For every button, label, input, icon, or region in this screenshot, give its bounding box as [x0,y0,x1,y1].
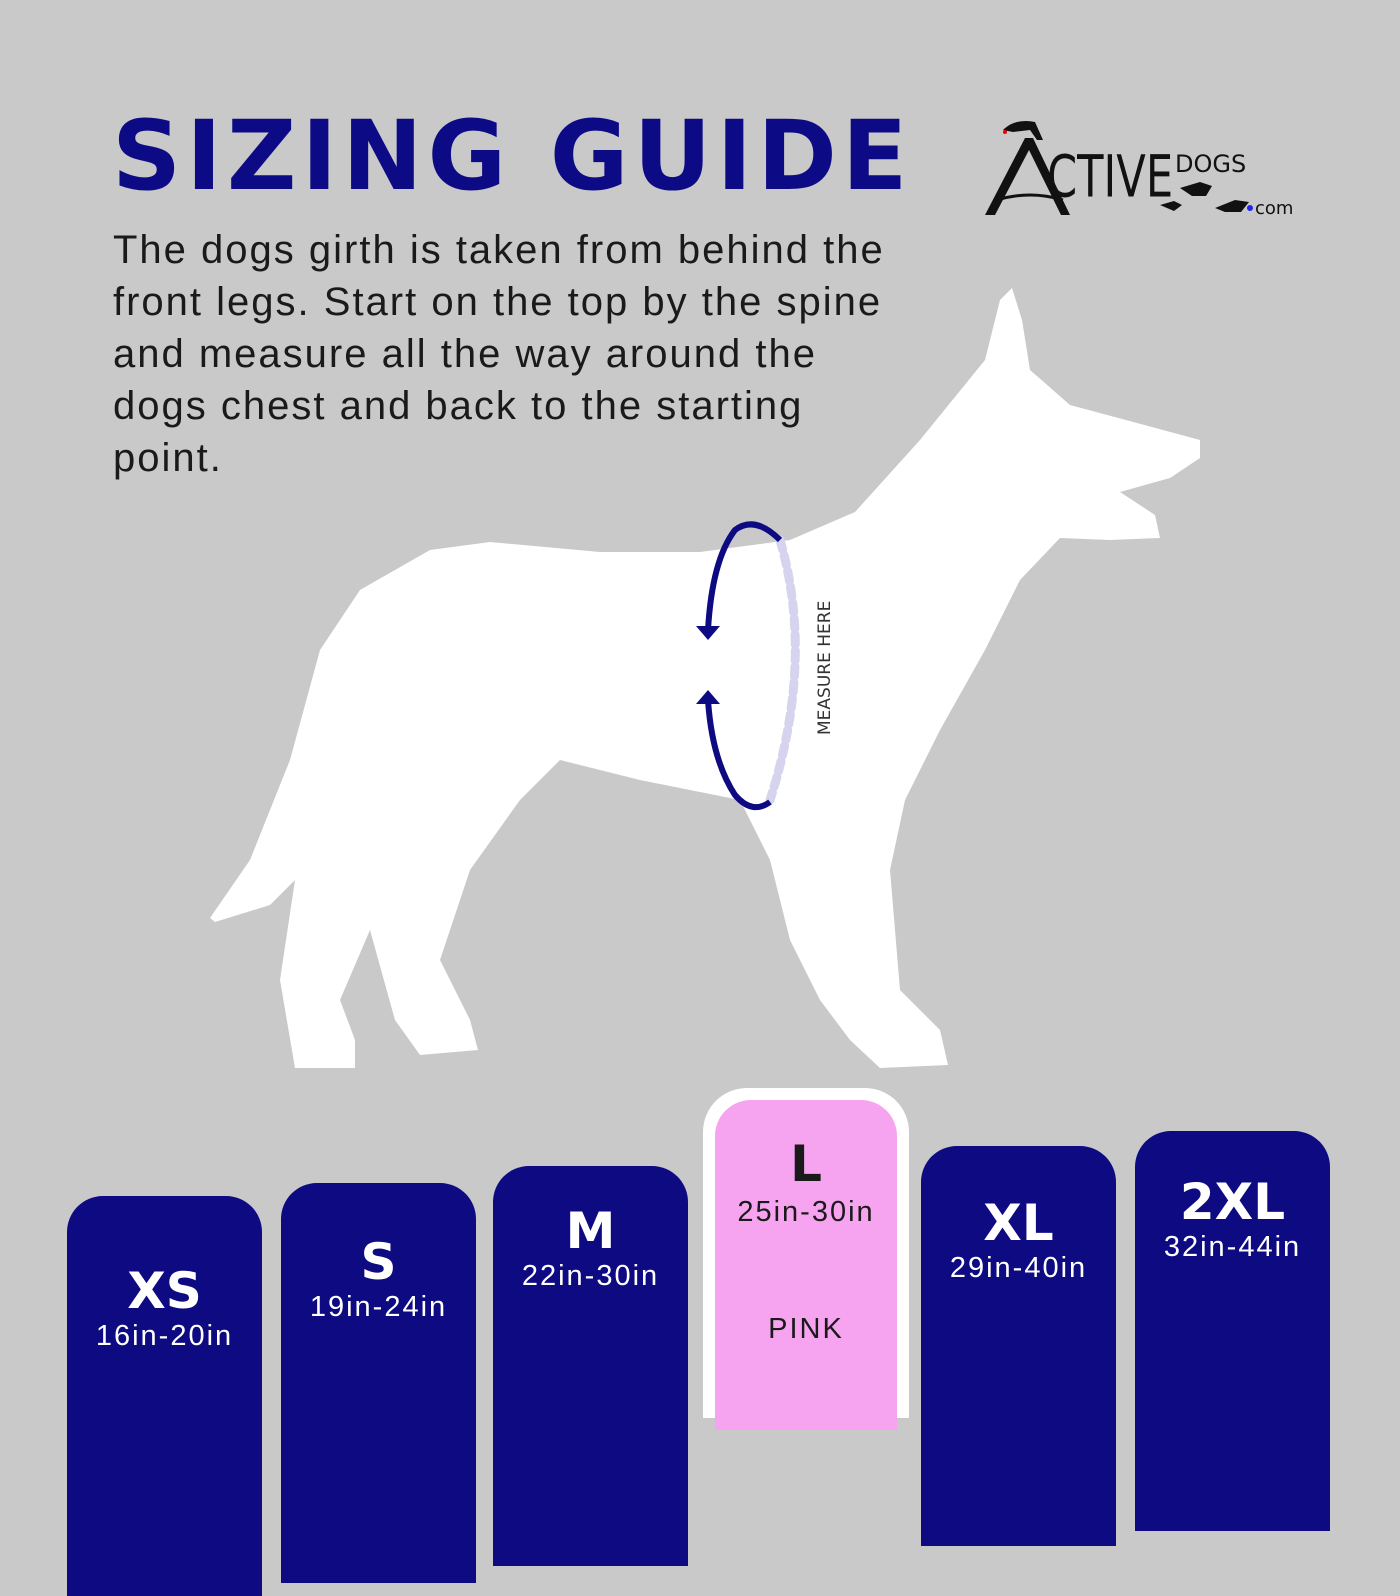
dog-body [210,288,1200,1068]
size-card-m: M 22in-30in [493,1166,688,1566]
size-range: 32in-44in [1163,1231,1302,1263]
svg-text:DOGS: DOGS [1175,150,1246,178]
arrow-up-icon [705,699,772,811]
size-range: 19in-24in [309,1291,448,1323]
size-color: PINK [768,1313,844,1345]
arrow-down-icon [705,521,783,631]
size-range: 25in-30in [737,1196,875,1228]
size-card-l-highlight: L 25in-30in PINK [703,1088,909,1430]
size-range: 22in-30in [521,1260,660,1292]
size-label: XS [127,1262,202,1320]
size-label: M [565,1202,616,1260]
size-label: S [360,1233,397,1291]
sizing-description: The dogs girth is taken from behind the … [113,228,885,480]
size-label: L [790,1135,822,1193]
size-card-xl: XL 29in-40in [921,1146,1116,1546]
size-card-2xl: 2XL 32in-44in [1135,1131,1330,1531]
svg-text:com: com [1255,198,1293,219]
size-card-xs: XS 16in-20in [67,1196,262,1596]
size-label: XL [983,1194,1054,1252]
size-label: 2XL [1179,1173,1286,1231]
measure-dotted-line [765,535,800,805]
page-title: SIZING GUIDE [112,100,913,212]
svg-text:CTIVE: CTIVE [1047,144,1173,211]
active-dogs-logo: CTIVE DOGS com [985,121,1293,219]
size-card-l: L 25in-30in PINK [715,1100,897,1430]
measure-label: MEASURE HERE [815,601,835,735]
dog-silhouette: MEASURE HERE [210,288,1200,1068]
size-range: 29in-40in [949,1252,1088,1284]
size-range: 16in-20in [95,1320,234,1352]
size-card-s: S 19in-24in [281,1183,476,1583]
